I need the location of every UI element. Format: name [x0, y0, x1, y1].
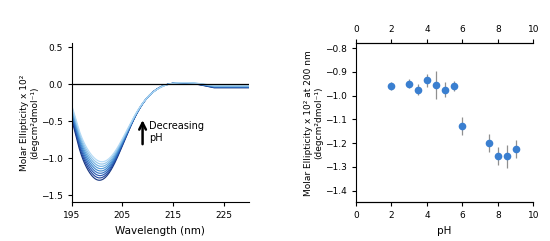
X-axis label: pH: pH — [437, 226, 452, 236]
X-axis label: Wavelength (nm): Wavelength (nm) — [116, 226, 205, 236]
Y-axis label: Molar Ellipticity x 10²
(degcm²dmol⁻¹): Molar Ellipticity x 10² (degcm²dmol⁻¹) — [20, 75, 39, 171]
Y-axis label: Molar Ellipticity x 10² at 200 nm
(degcm²dmol⁻¹): Molar Ellipticity x 10² at 200 nm (degcm… — [304, 50, 323, 196]
Text: Decreasing
pH: Decreasing pH — [148, 121, 204, 143]
